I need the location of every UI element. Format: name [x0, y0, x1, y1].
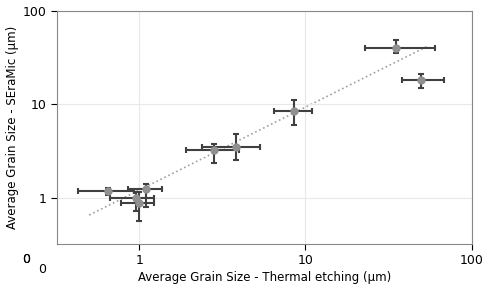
Text: 0: 0 — [22, 253, 30, 266]
Text: 0: 0 — [38, 263, 46, 276]
Text: 0: 0 — [22, 253, 30, 266]
Y-axis label: Average Grain Size - SEraMic (μm): Average Grain Size - SEraMic (μm) — [5, 26, 19, 229]
X-axis label: Average Grain Size - Thermal etching (μm): Average Grain Size - Thermal etching (μm… — [137, 271, 390, 284]
